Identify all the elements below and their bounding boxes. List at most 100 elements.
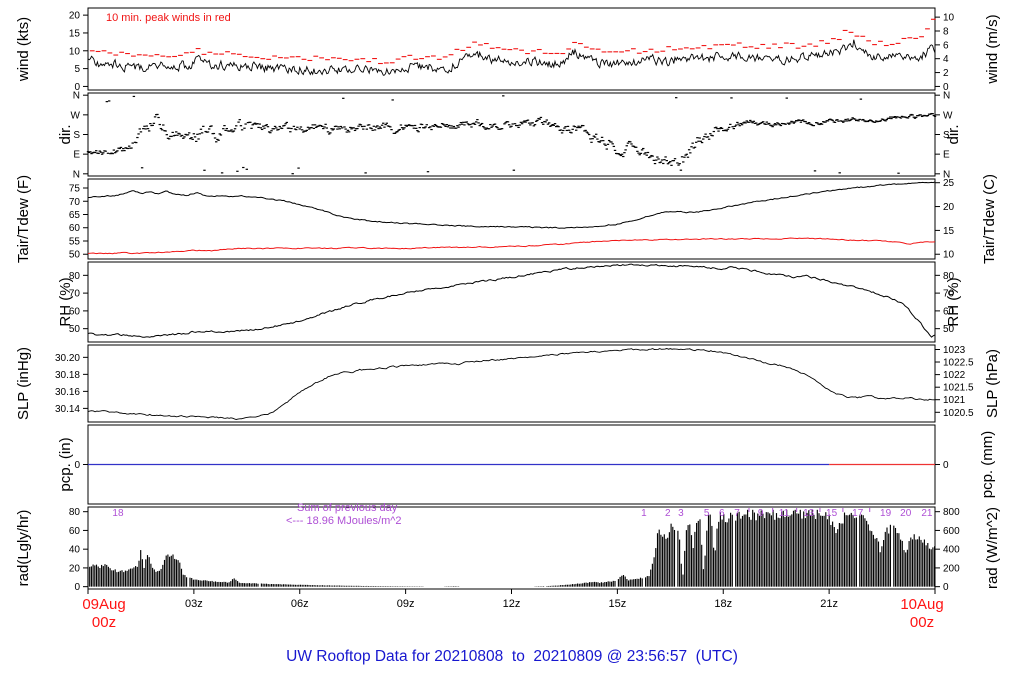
series-tair [87,181,936,229]
y-tick-label: 20 [943,202,955,213]
y-tick-label: 1021.5 [943,383,974,394]
x-tick-label: 06z [291,598,309,610]
y-tick-label: 30.20 [55,353,80,364]
y-tick-label: 10 [943,250,955,261]
rad-hour-markers: 18 1 2 3 5 6 7 9 11 13 15 17 19 20 21 [112,508,933,519]
y-tick-label: 5 [74,64,80,75]
panel-temp-ticks: 50 55 60 65 70 75 10 15 20 25 [69,178,955,261]
y-tick-label: W [943,110,953,121]
y-tick-label: 30.18 [55,370,80,381]
y-tick-label: E [943,150,950,161]
y-tick-label: 50 [69,324,81,335]
y-tick-label: 75 [69,184,81,195]
ylabel-left-rad: rad(Lgly/hr) [15,510,32,587]
y-tick-label: 0 [943,82,949,93]
y-tick-label: 1020.5 [943,408,974,419]
x-tick-label: 09z [397,598,415,610]
panel-temp-box [87,178,936,260]
y-tick-label: 30.14 [55,404,80,415]
rad-hour-marker-label: 3 [678,508,684,519]
y-tick-label: 30.16 [55,387,80,398]
y-tick-label: 50 [943,324,955,335]
x-axis-start-date: 09Aug 00z [58,596,150,632]
y-tick-label: 4 [943,54,949,65]
series-wind-direction [86,95,937,175]
rad-hour-marker-label: 5 [704,508,710,519]
ylabel-right-pcp: pcp. (mm) [979,431,996,499]
y-tick-label: W [71,110,81,121]
series-rh [87,263,936,338]
rad-hour-marker-label: 1 [641,508,647,519]
y-tick-label: 8 [943,26,949,37]
panel-slp-box [87,344,936,423]
panel-dir-box [87,92,936,177]
y-tick-label: 0 [74,582,80,593]
y-tick-label: 6 [943,40,949,51]
rad-hour-marker-label: 19 [880,508,892,519]
series-wind-peak [89,18,936,65]
y-tick-label: 1022.5 [943,358,974,369]
x-tick-label: 15z [609,598,627,610]
y-tick-label: 0 [74,460,80,471]
rad-hour-marker-label: 15 [826,508,838,519]
ylabel-right-dir: dir. [945,124,962,144]
y-tick-label: N [73,169,80,180]
y-tick-label: 70 [69,289,81,300]
y-tick-label: 60 [943,306,955,317]
y-tick-label: 80 [943,271,955,282]
y-tick-label: 60 [69,223,81,234]
y-tick-label: 15 [943,226,955,237]
series-wind-avg [87,39,936,76]
rad-hour-marker-label: 18 [112,508,124,519]
x-tick-label: 12z [503,598,521,610]
y-tick-label: 0 [74,82,80,93]
end-date-line2: 00z [909,614,935,631]
rad-hour-marker-label: 11 [779,508,790,519]
y-tick-label: 20 [69,563,81,574]
ylabel-left-dir: dir. [57,124,74,144]
y-tick-label: 2 [943,68,949,79]
panel-wind-box [87,7,936,91]
y-tick-label: 200 [943,563,960,574]
y-tick-label: 80 [69,271,81,282]
peak-winds-note: 10 min. peak winds in red [106,12,231,24]
y-tick-label: S [73,130,80,141]
ylabel-right-rad: rad (W/m^2) [984,507,1001,589]
rad-hour-marker-label: 21 [921,508,933,519]
y-tick-label: 10 [69,46,81,57]
y-tick-label: 20 [69,11,81,22]
rad-hour-marker-label: 17 [852,508,864,519]
y-tick-label: 70 [943,289,955,300]
ylabel-right-slp: SLP (hPa) [984,349,1001,418]
panel-wind-ticks: 0 5 10 15 20 0 2 4 6 8 10 [69,11,955,93]
x-axis: 03z 06z 09z 12z 15z 18z 21z [87,589,936,610]
x-axis-end-date: 10Aug 00z [876,596,968,632]
y-tick-label: 65 [69,210,81,221]
ylabel-left-pcp: pcp. (in) [57,437,74,491]
rad-hour-marker-label: 9 [758,508,764,519]
y-tick-label: 1022 [943,370,966,381]
y-tick-label: 800 [943,507,960,518]
y-tick-label: 1023 [943,345,966,356]
series-rad-bars [87,509,936,587]
x-tick-label: 18z [714,598,732,610]
x-tick-label: 21z [820,598,838,610]
panel-rad-box [87,506,936,590]
y-tick-label: 400 [943,545,960,556]
y-tick-label: 0 [943,460,949,471]
y-tick-label: 60 [69,306,81,317]
y-tick-label: 600 [943,526,960,537]
ylabel-right-wind: wind (m/s) [984,14,1001,84]
y-tick-label: N [73,91,80,102]
rad-hour-marker-label: 6 [719,508,725,519]
y-tick-label: 80 [69,507,81,518]
y-tick-label: 55 [69,236,81,247]
ylabel-right-rh: RH (%) [945,277,962,326]
start-date-line2: 00z [91,614,117,631]
ylabel-left-temp: Tair/Tdew (F) [15,175,32,263]
